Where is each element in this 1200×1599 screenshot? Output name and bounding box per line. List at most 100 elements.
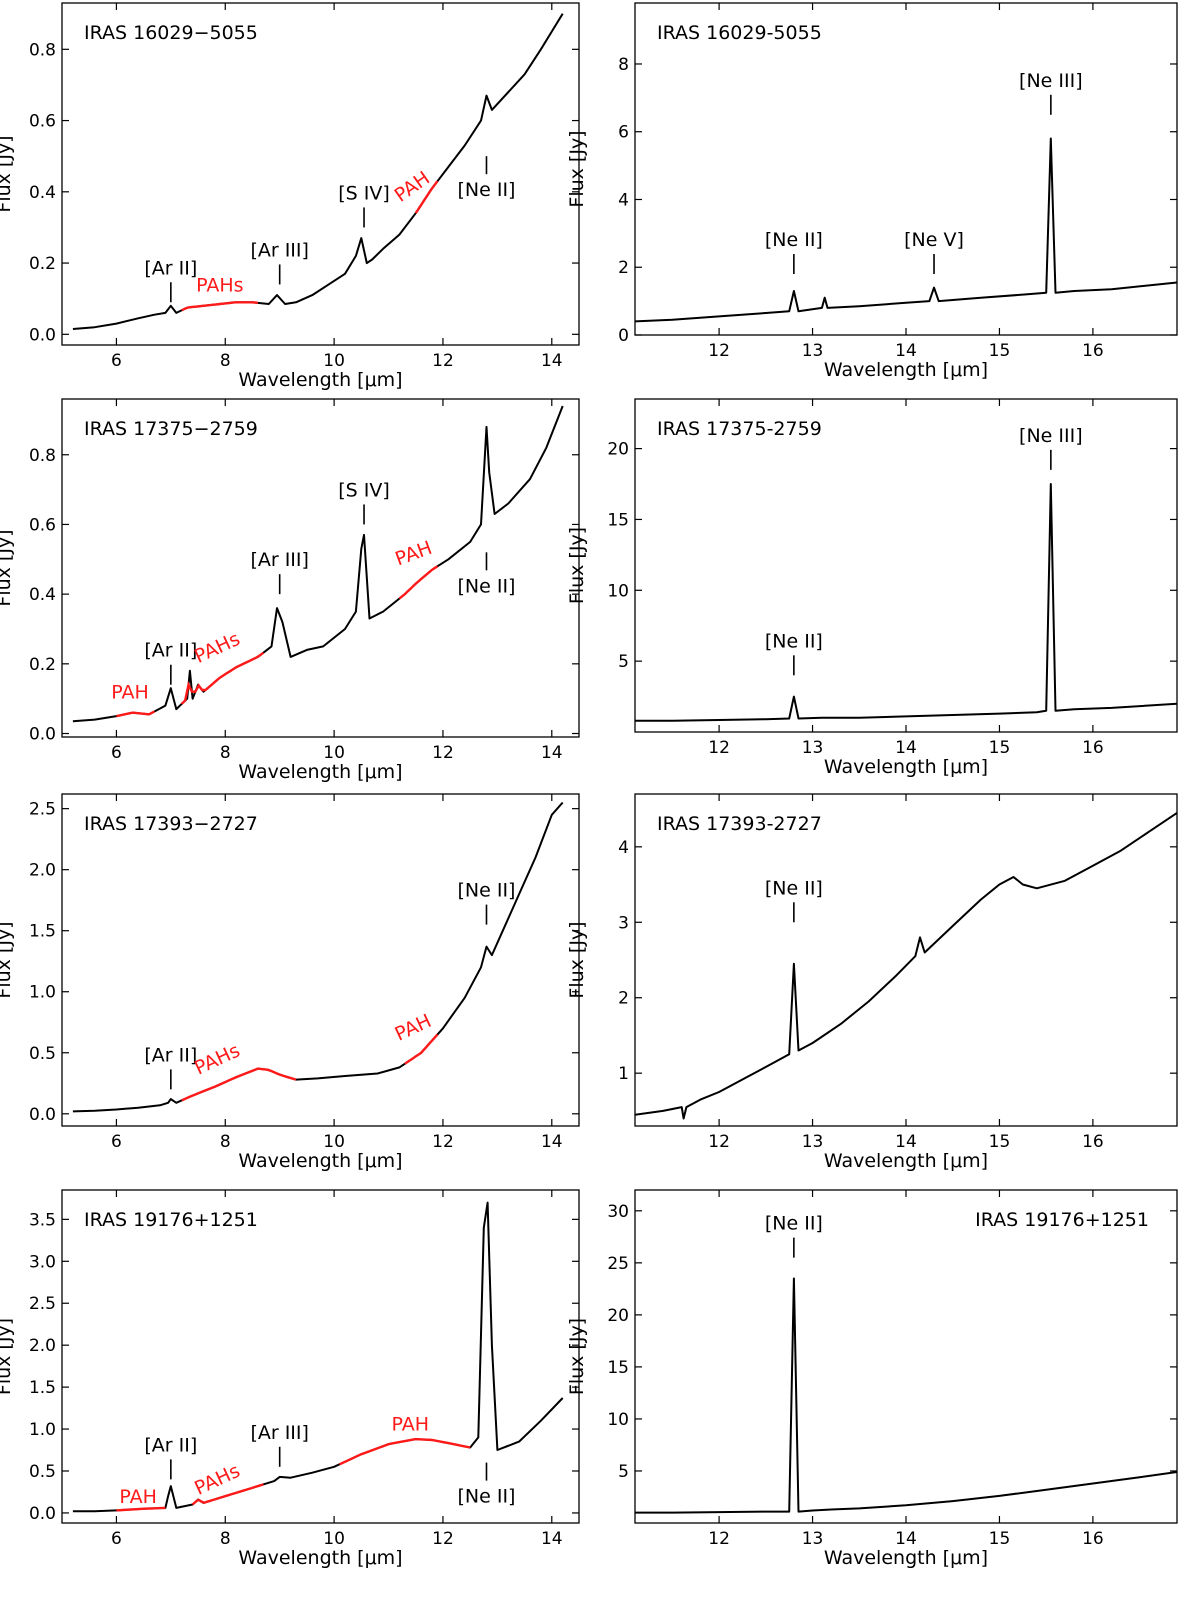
line-annotation: [Ar II]: [144, 257, 197, 303]
pah-label: PAHs: [196, 275, 243, 297]
x-tick-label: 10: [323, 351, 345, 371]
spectrum-line: [635, 812, 1177, 1120]
y-tick-label: 20: [607, 440, 629, 460]
y-tick-label: 20: [607, 1306, 629, 1326]
y-tick-label: 8: [618, 55, 629, 75]
x-tick-label: 14: [541, 743, 563, 763]
y-tick-label: 5: [618, 1462, 629, 1482]
y-tick-label: 0.0: [29, 725, 56, 745]
x-tick-label: 12: [708, 1529, 730, 1549]
plot-frame: [61, 1189, 580, 1524]
x-tick-label: 10: [323, 743, 345, 763]
line-annotation: [Ne II]: [765, 877, 823, 923]
chart-panel-4: 12 13 14 15 16 5 10 15 20 Wavelength [μm] Flux [Jy…: [566, 398, 1178, 778]
line-annotation: [Ne V]: [904, 229, 964, 275]
x-tick-label: 13: [802, 738, 824, 758]
x-tick-label: 15: [989, 1132, 1011, 1152]
x-axis-label: Wavelength [μm]: [238, 369, 402, 391]
x-tick-label: 16: [1082, 1529, 1104, 1549]
x-tick-label: 14: [895, 341, 917, 361]
x-tick-label: 14: [541, 351, 563, 371]
pah-segment: [398, 565, 439, 600]
line-annotation: PAH: [392, 1010, 435, 1046]
x-axis-label: Wavelength [μm]: [824, 359, 988, 381]
plot-frame: [61, 793, 580, 1127]
y-axis-label: Flux [Jy]: [0, 135, 15, 212]
panel-title: IRAS 17393-2727: [657, 813, 822, 835]
line-label: [Ne II]: [457, 1486, 515, 1508]
y-tick-label: 1.5: [29, 922, 56, 942]
y-axis-label: Flux [Jy]: [566, 1318, 588, 1395]
pah-segment: [181, 301, 259, 312]
y-tick-label: 10: [607, 1410, 629, 1430]
x-tick-label: 12: [432, 743, 454, 763]
line-annotation: [Ne II]: [765, 630, 823, 676]
y-axis-label: Flux [Jy]: [566, 921, 588, 998]
pah-segment: [191, 1483, 264, 1506]
pah-label: PAH: [111, 682, 149, 704]
x-axis-label: Wavelength [μm]: [238, 1547, 402, 1569]
y-axis-label: Flux [Jy]: [566, 527, 588, 604]
line-annotation: [S IV]: [338, 182, 390, 228]
line-annotation: [Ne II]: [457, 156, 515, 201]
line-label: [Ar II]: [144, 257, 197, 279]
x-tick-label: 14: [895, 738, 917, 758]
line-annotation: [S IV]: [338, 479, 390, 525]
y-tick-label: 3.5: [29, 1210, 56, 1230]
pah-label: PAHs: [191, 628, 243, 668]
pah-segment: [116, 710, 156, 718]
line-annotation: PAHs: [191, 1040, 243, 1080]
line-label: [S IV]: [338, 182, 390, 204]
panel-title: IRAS 17393−2727: [84, 813, 258, 835]
pah-segment: [181, 1067, 297, 1102]
line-annotation: [Ar II]: [144, 640, 197, 685]
y-tick-label: 0.8: [29, 40, 56, 60]
line-label: [Ar III]: [250, 549, 308, 571]
y-tick-label: 4: [618, 190, 629, 210]
x-tick-label: 15: [989, 738, 1011, 758]
y-tick-label: 2.5: [29, 1294, 56, 1314]
line-annotation: [Ne II]: [457, 552, 515, 597]
y-tick-label: 2.0: [29, 861, 56, 881]
spectrum-line: [635, 483, 1177, 722]
x-axis-label: Wavelength [μm]: [238, 1150, 402, 1172]
line-label: [S IV]: [338, 479, 390, 501]
plot-frame: [61, 2, 580, 346]
pah-segment: [180, 651, 265, 705]
chart-panel-8: 12 13 14 15 16 5 10 15 20 25 30 Wavelength [μm] Flux…: [566, 1189, 1178, 1569]
pah-segment: [414, 180, 439, 214]
y-tick-label: 0.4: [29, 183, 56, 203]
pah-label: PAHs: [191, 1040, 243, 1080]
line-label: [Ne II]: [457, 179, 515, 201]
line-annotation: PAHs: [196, 275, 243, 297]
line-label: [Ar III]: [250, 239, 308, 261]
x-tick-label: 6: [111, 351, 122, 371]
x-tick-label: 10: [323, 1132, 345, 1152]
y-tick-label: 15: [607, 1358, 629, 1378]
line-label: [Ne II]: [765, 1213, 823, 1235]
panel-title: IRAS 16029-5055: [657, 22, 822, 44]
line-annotation: PAH: [111, 682, 149, 704]
y-axis-label: Flux [Jy]: [566, 130, 588, 207]
x-tick-label: 6: [111, 1529, 122, 1549]
y-tick-label: 3: [618, 913, 629, 933]
line-label: [Ne III]: [1019, 70, 1083, 92]
y-tick-label: 1.0: [29, 983, 56, 1003]
y-tick-label: 10: [607, 581, 629, 601]
y-tick-label: 0: [618, 326, 629, 346]
panel-title: IRAS 16029−5055: [84, 22, 258, 44]
x-axis-label: Wavelength [μm]: [824, 1547, 988, 1569]
line-annotation: [Ar III]: [250, 239, 309, 285]
x-axis-label: Wavelength [μm]: [824, 1150, 988, 1172]
y-tick-label: 0.2: [29, 254, 56, 274]
y-tick-label: 0.2: [29, 655, 56, 675]
line-label: [Ar II]: [144, 640, 197, 662]
line-label: [Ne III]: [1019, 425, 1083, 447]
line-annotation: PAH: [391, 167, 434, 207]
line-annotation: [Ne II]: [765, 229, 823, 275]
pah-segment: [404, 1033, 439, 1065]
x-axis-label: Wavelength [μm]: [824, 756, 988, 778]
y-axis-label: Flux [Jy]: [0, 1318, 15, 1395]
